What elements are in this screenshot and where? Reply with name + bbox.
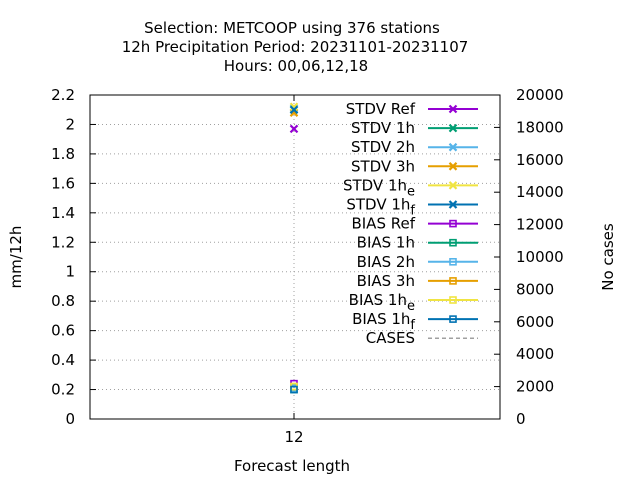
legend-entry: STDV 1h (351, 119, 478, 137)
y2-tick-label: 14000 (516, 183, 564, 201)
y2-tick-label: 12000 (516, 216, 564, 234)
legend-entry: STDV 1he (343, 176, 478, 199)
x-axis: 12 (284, 95, 304, 446)
legend-marker (448, 181, 458, 190)
y2-axis-label: No cases (599, 223, 617, 291)
legend-label: BIAS 1he (349, 291, 415, 314)
legend-entry: BIAS 1h (357, 234, 478, 252)
title-line-1: Selection: METCOOP using 376 stations (144, 19, 440, 37)
y2-tick-label: 6000 (516, 313, 554, 331)
y-axis-label: mm/12h (7, 226, 25, 289)
grid (90, 95, 500, 419)
legend-entry: BIAS 2h (357, 253, 478, 271)
legend-marker (448, 123, 458, 133)
legend-marker (448, 142, 458, 152)
y2-tick-label: 18000 (516, 118, 564, 136)
y-tick-label: 1.2 (51, 233, 75, 251)
x-tick-label: 12 (284, 428, 303, 446)
y2-tick-label: 10000 (516, 248, 564, 266)
legend-label: STDV Ref (346, 100, 416, 118)
y2-tick-label: 4000 (516, 345, 554, 363)
title-line-3: Hours: 00,06,12,18 (224, 57, 368, 75)
y-tick-label: 2.2 (51, 86, 75, 104)
y2-tick-label: 2000 (516, 378, 554, 396)
legend-label: BIAS Ref (351, 215, 415, 233)
legend-entry: BIAS Ref (351, 215, 478, 233)
legend-entry: STDV 3h (351, 157, 478, 175)
data-point (290, 385, 298, 394)
y-tick-label: 0.8 (51, 292, 75, 310)
data-point (289, 124, 299, 134)
y-tick-label: 1.8 (51, 145, 75, 163)
legend-marker (449, 296, 457, 304)
legend-label: BIAS 1h (357, 234, 415, 252)
legend-label: STDV 1hf (346, 196, 415, 219)
legend-entry: STDV 2h (351, 138, 478, 156)
y-tick-label: 2 (65, 115, 75, 133)
legend-label: STDV 3h (351, 157, 415, 175)
legend-entry: STDV Ref (346, 100, 478, 118)
data-point (289, 102, 299, 112)
legend-entry: BIAS 1hf (352, 310, 478, 333)
legend-label: CASES (366, 329, 415, 347)
legend-label: STDV 1he (343, 176, 415, 199)
y2-tick-label: 8000 (516, 280, 554, 298)
plot-frame (89, 94, 501, 420)
legend-label: STDV 2h (351, 138, 415, 156)
legend-marker (448, 104, 458, 114)
y-tick-label: 0.6 (51, 322, 75, 340)
legend-marker (449, 277, 457, 285)
legend-label: BIAS 1hf (352, 310, 415, 333)
legend-label: STDV 1h (351, 119, 415, 137)
title-line-2: 12h Precipitation Period: 20231101-20231… (122, 38, 469, 56)
legend-label: BIAS 2h (357, 253, 415, 271)
legend-marker (449, 219, 457, 228)
y-tick-label: 0 (65, 410, 75, 428)
y-tick-label: 0.2 (51, 381, 75, 399)
legend-entry: BIAS 1he (349, 291, 478, 314)
data-points (289, 102, 299, 394)
y-tick-label: 1 (65, 263, 75, 281)
y-axis: 0 0.2 0.4 0.6 0.8 1 1.2 1.4 1.6 1.8 2 2.2 (51, 86, 96, 428)
y-tick-label: 1.6 (51, 174, 75, 192)
legend-entry: STDV 1hf (346, 196, 478, 219)
y-tick-label: 0.4 (51, 351, 75, 369)
legend-marker (448, 162, 458, 171)
legend-marker (448, 200, 458, 209)
legend-entry: CASES (366, 329, 478, 347)
data-point (289, 105, 299, 115)
legend-marker (449, 315, 457, 323)
legend-marker (449, 257, 457, 266)
legend-marker (449, 238, 457, 247)
x-axis-label: Forecast length (234, 457, 350, 475)
y2-axis: 0 2000 4000 6000 8000 10000 12000 14000 16000 180… (494, 86, 564, 428)
y2-tick-label: 0 (516, 410, 526, 428)
legend-entry: BIAS 3h (357, 272, 478, 290)
y2-tick-label: 16000 (516, 151, 564, 169)
legend-label: BIAS 3h (357, 272, 415, 290)
chart-title: Selection: METCOOP using 376 stations 12… (122, 19, 469, 75)
y-tick-label: 1.4 (51, 204, 75, 222)
y2-tick-label: 20000 (516, 86, 564, 104)
